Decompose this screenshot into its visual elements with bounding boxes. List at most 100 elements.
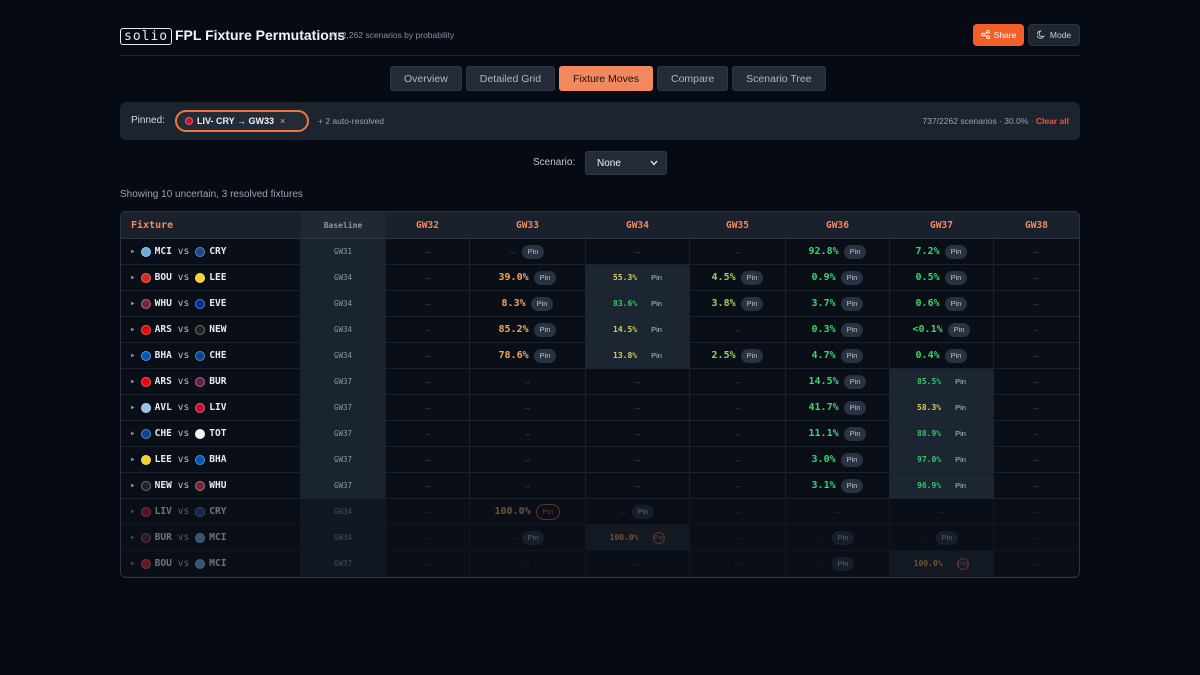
expand-caret-icon[interactable]: ▶ (131, 482, 135, 489)
tab-compare[interactable]: Compare (656, 66, 729, 91)
pin-button[interactable]: Pin (944, 270, 968, 285)
gw-cell[interactable]: 100.0% Pin (470, 499, 586, 524)
gw-cell[interactable]: 0.4% Pin (890, 343, 994, 368)
gw-cell[interactable]: 96.9% Pin (890, 473, 994, 498)
tab-detailed-grid[interactable]: Detailed Grid (465, 66, 556, 91)
gw-cell[interactable]: – Pin (470, 239, 586, 264)
pin-button[interactable]: Pin (651, 324, 662, 334)
gw-cell[interactable]: 83.6% Pin (586, 291, 690, 316)
gw-cell[interactable]: – Pin (890, 525, 994, 550)
gw-cell[interactable]: – Pin (786, 551, 890, 576)
pin-button[interactable]: Pin (840, 348, 864, 363)
table-row[interactable]: ▶ LEE vs BHA GW37 – – – – 3.0% Pin 97.0% Pin – (121, 447, 1079, 473)
table-row[interactable]: ▶ NEW vs WHU GW37 – – – – 3.1% Pin 96.9% Pin – (121, 473, 1079, 499)
fixture-cell[interactable]: ▶ BOU vs LEE (121, 265, 301, 290)
tab-overview[interactable]: Overview (390, 66, 462, 91)
expand-caret-icon[interactable]: ▶ (131, 248, 135, 255)
gw-cell[interactable]: 100.0% Pin (890, 551, 994, 576)
expand-caret-icon[interactable]: ▶ (131, 534, 135, 541)
pin-button[interactable]: Pin (944, 348, 968, 363)
pin-button[interactable]: Pin (533, 322, 557, 337)
pin-button[interactable]: Pin (533, 348, 557, 363)
expand-caret-icon[interactable]: ▶ (131, 456, 135, 463)
pin-button[interactable]: Pin (955, 428, 966, 438)
pin-button[interactable]: Pin (651, 272, 662, 282)
fixture-cell[interactable]: ▶ BOU vs MCI (121, 551, 301, 576)
close-icon[interactable]: × (280, 116, 286, 126)
gw-cell[interactable]: 0.6% Pin (890, 291, 994, 316)
gw-cell[interactable]: 92.8% Pin (786, 239, 890, 264)
fixture-cell[interactable]: ▶ ARS vs NEW (121, 317, 301, 342)
pin-button[interactable]: Pin (521, 244, 545, 259)
gw-cell[interactable]: 41.7% Pin (786, 395, 890, 420)
pin-button[interactable]: Pin (840, 296, 864, 311)
pin-button[interactable]: Pin (843, 400, 867, 415)
fixture-cell[interactable]: ▶ LEE vs BHA (121, 447, 301, 472)
pin-button[interactable]: Pin (955, 480, 966, 490)
pin-button[interactable]: Pin (840, 478, 864, 493)
gw-cell[interactable]: 2.5% Pin (690, 343, 786, 368)
table-row[interactable]: ▶ ARS vs BUR GW37 – – – – 14.5% Pin 85.5% Pin – (121, 369, 1079, 395)
fixture-cell[interactable]: ▶ CHE vs TOT (121, 421, 301, 446)
gw-cell[interactable]: 3.1% Pin (786, 473, 890, 498)
gw-cell[interactable]: 97.0% Pin (890, 447, 994, 472)
pin-button[interactable]: Pin (651, 350, 662, 360)
gw-cell[interactable]: – Pin (786, 525, 890, 550)
pin-button[interactable]: Pin (840, 270, 864, 285)
table-row[interactable]: ▶ MCI vs CRY GW31– – Pin – –92.8% Pin 7.2% Pin – (121, 239, 1079, 265)
fixture-cell[interactable]: ▶ AVL vs LIV (121, 395, 301, 420)
gw-cell[interactable]: 14.5% Pin (586, 317, 690, 342)
gw-cell[interactable]: – Pin (586, 499, 690, 524)
mode-toggle-button[interactable]: Mode (1028, 24, 1080, 46)
pin-button[interactable]: Pin (530, 296, 554, 311)
gw-cell[interactable]: 58.3% Pin (890, 395, 994, 420)
gw-cell[interactable]: 39.0% Pin (470, 265, 586, 290)
gw-cell[interactable]: 3.8% Pin (690, 291, 786, 316)
pin-button[interactable]: Pin (521, 530, 545, 545)
table-row[interactable]: ▶ BOU vs MCI GW37– – – – – Pin 100.0% Pin – (121, 551, 1079, 577)
table-row[interactable]: ▶ ARS vs NEW GW34–85.2% Pin 14.5% Pin –0.3% Pin <0… (121, 317, 1079, 343)
expand-caret-icon[interactable]: ▶ (131, 508, 135, 515)
gw-cell[interactable]: 78.6% Pin (470, 343, 586, 368)
pin-button[interactable]: Pin (956, 557, 970, 570)
pinned-fixture-chip[interactable]: LIV- CRY → GW33 × (175, 110, 309, 132)
pin-button[interactable]: Pin (651, 298, 662, 308)
gw-cell[interactable]: 55.3% Pin (586, 265, 690, 290)
pin-button[interactable]: Pin (740, 296, 764, 311)
gw-cell[interactable]: 7.2% Pin (890, 239, 994, 264)
gw-cell[interactable]: – Pin (470, 525, 586, 550)
expand-caret-icon[interactable]: ▶ (131, 300, 135, 307)
pin-button[interactable]: Pin (533, 270, 557, 285)
tab-scenario-tree[interactable]: Scenario Tree (732, 66, 826, 91)
clear-all-link[interactable]: Clear all (1035, 116, 1069, 126)
gw-cell[interactable]: 0.5% Pin (890, 265, 994, 290)
scenario-select[interactable]: None (585, 151, 667, 175)
gw-cell[interactable]: 100.0% Pin (586, 525, 690, 550)
fixture-cell[interactable]: ▶ ARS vs BUR (121, 369, 301, 394)
gw-cell[interactable]: 11.1% Pin (786, 421, 890, 446)
fixture-cell[interactable]: ▶ WHU vs EVE (121, 291, 301, 316)
gw-cell[interactable]: 4.7% Pin (786, 343, 890, 368)
pin-button[interactable]: Pin (944, 296, 968, 311)
expand-caret-icon[interactable]: ▶ (131, 274, 135, 281)
table-row[interactable]: ▶ AVL vs LIV GW37 – – – – 41.7% Pin 58.3% Pin – (121, 395, 1079, 421)
table-row[interactable]: ▶ BOU vs LEE GW34–39.0% Pin 55.3% Pin 4.5% Pin 0.9… (121, 265, 1079, 291)
pin-button[interactable]: Pin (955, 402, 966, 412)
pin-button[interactable]: Pin (944, 244, 968, 259)
pin-button[interactable]: Pin (740, 348, 764, 363)
fixture-cell[interactable]: ▶ BHA vs CHE (121, 343, 301, 368)
fixture-cell[interactable]: ▶ NEW vs WHU (121, 473, 301, 498)
gw-cell[interactable]: 4.5% Pin (690, 265, 786, 290)
gw-cell[interactable]: 85.5% Pin (890, 369, 994, 394)
gw-cell[interactable]: 0.9% Pin (786, 265, 890, 290)
expand-caret-icon[interactable]: ▶ (131, 560, 135, 567)
table-row[interactable]: ▶ BHA vs CHE GW34–78.6% Pin 13.8% Pin 2.5% Pin 4.7… (121, 343, 1079, 369)
pin-button[interactable]: Pin (840, 452, 864, 467)
pin-button[interactable]: Pin (652, 531, 666, 544)
table-row[interactable]: ▶ BUR vs MCI GW34– – Pin 100.0% Pin – – Pin – Pin – (121, 525, 1079, 551)
gw-cell[interactable]: 14.5% Pin (786, 369, 890, 394)
gw-cell[interactable]: 88.9% Pin (890, 421, 994, 446)
gw-cell[interactable]: 85.2% Pin (470, 317, 586, 342)
pin-button[interactable]: Pin (740, 270, 764, 285)
table-row[interactable]: ▶ CHE vs TOT GW37 – – – – 11.1% Pin 88.9% Pin – (121, 421, 1079, 447)
